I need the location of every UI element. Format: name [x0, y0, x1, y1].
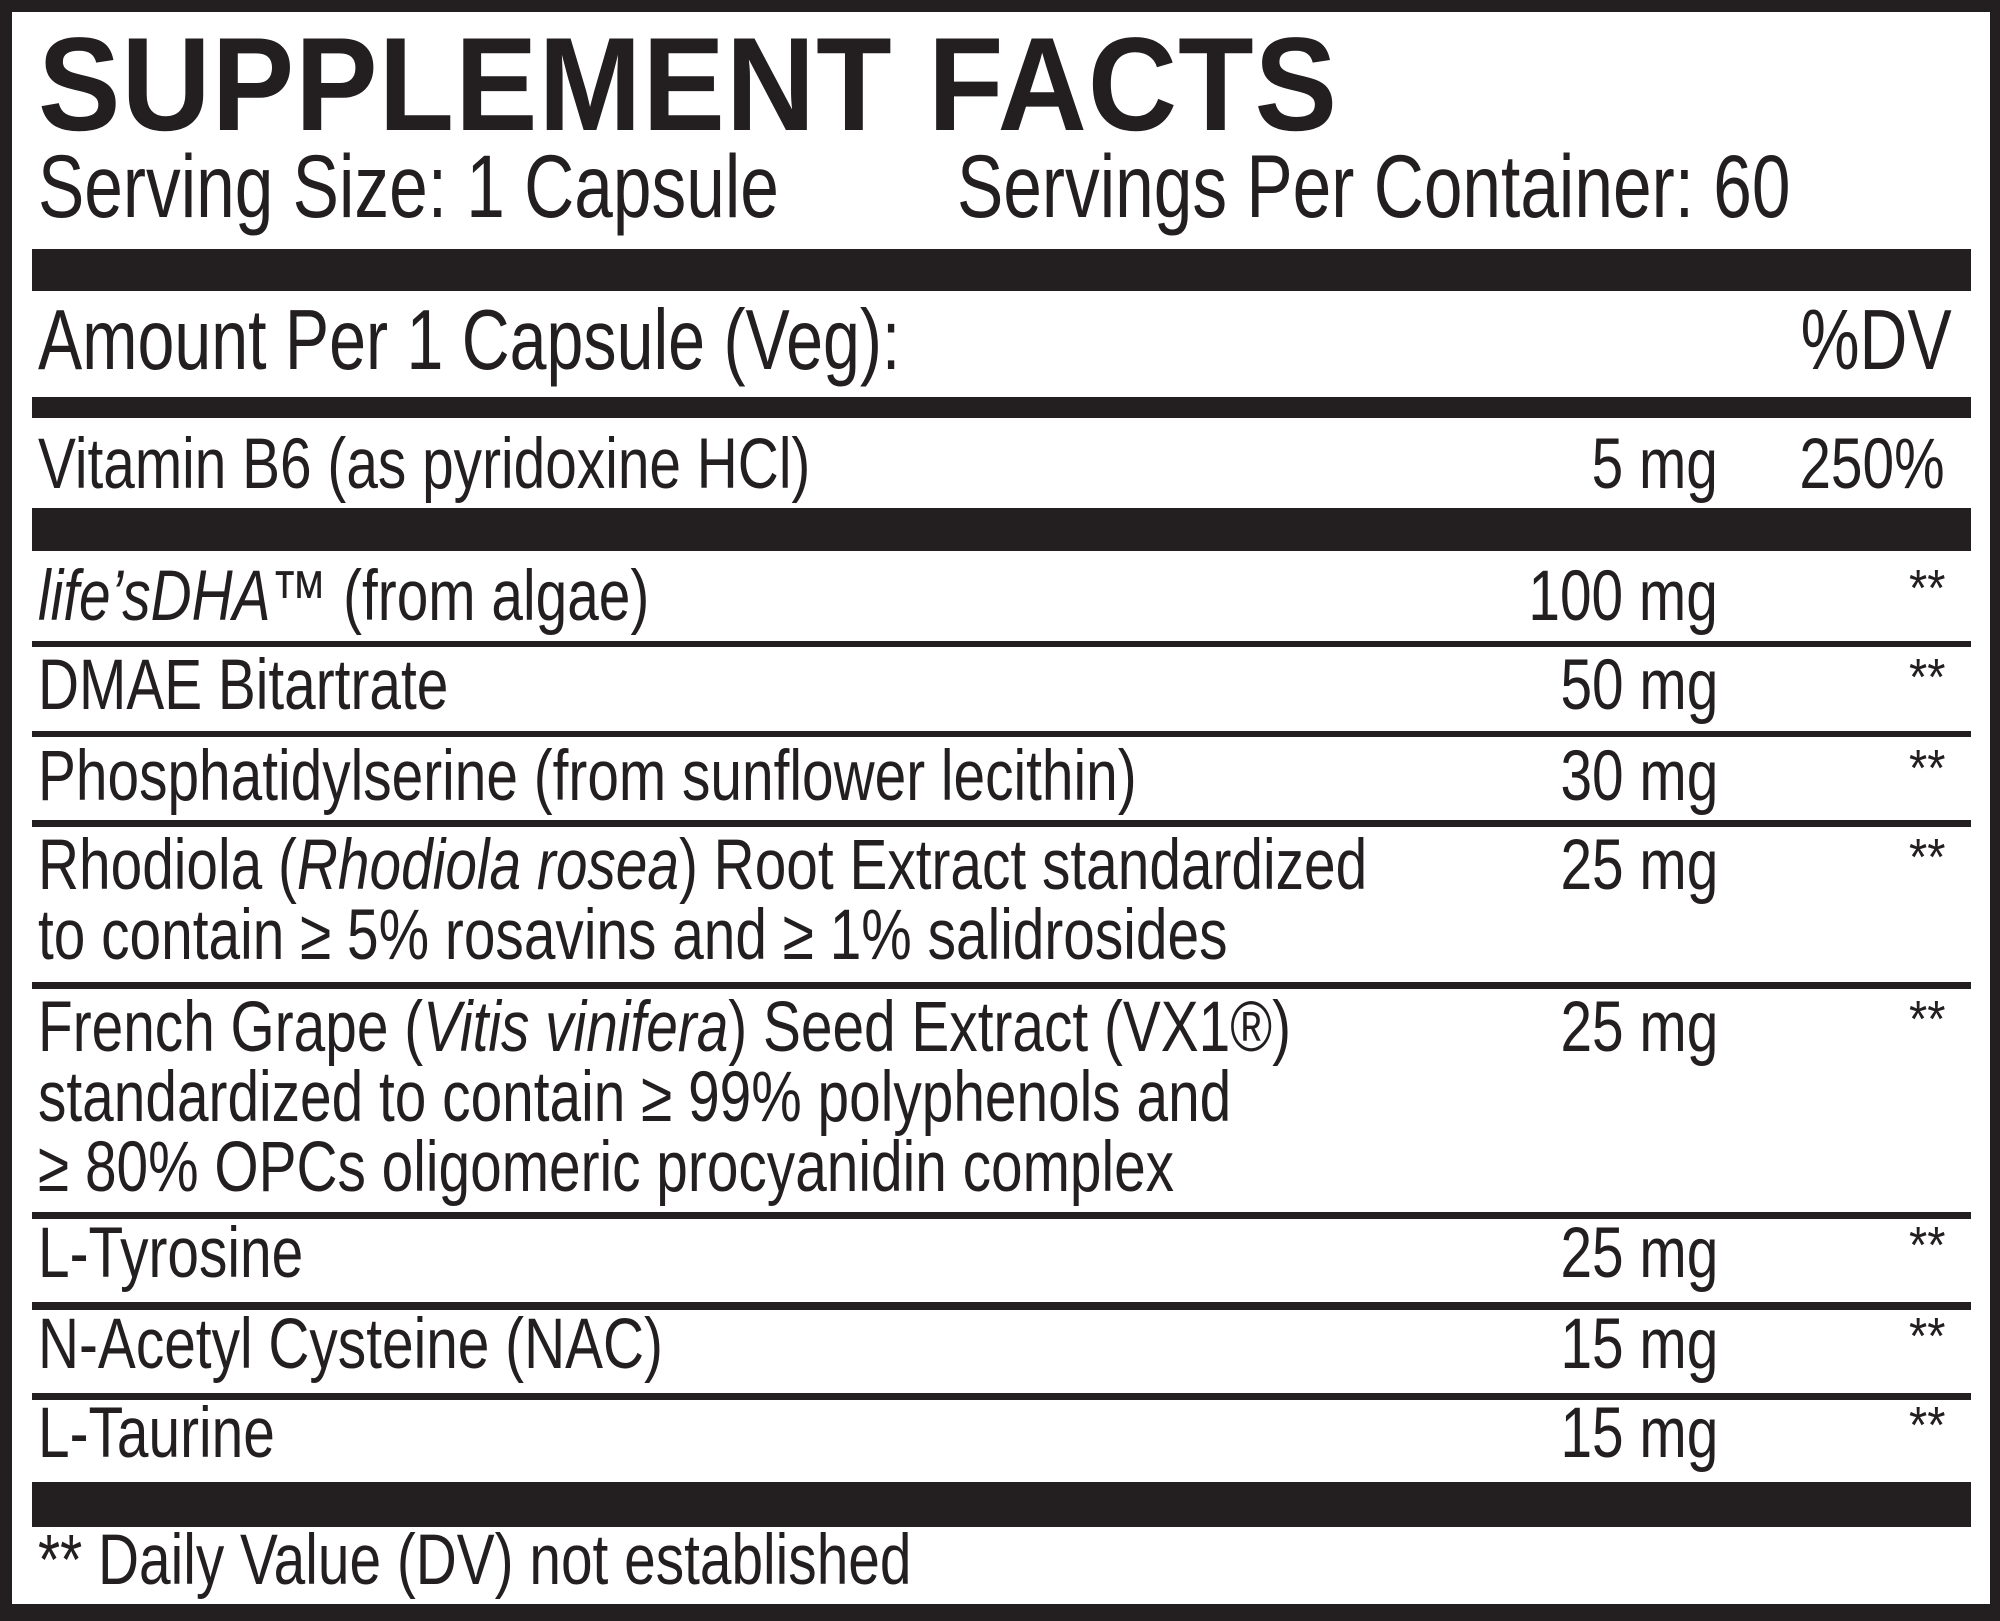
ingredient-name: to contain ≥ 5% rosavins and ≥ 1% salidr…: [38, 900, 1228, 971]
row-divider: [32, 982, 1971, 989]
ingredient-amount: 5 mg: [1591, 425, 1718, 504]
ingredient-name: standardized to contain ≥ 99% polyphenol…: [38, 1062, 1231, 1133]
dv-not-established-marker: **: [1908, 560, 1945, 618]
dv-not-established-marker: **: [1908, 1217, 1945, 1275]
footnote: ** Daily Value (DV) not established: [38, 1521, 912, 1600]
dv-header: %DV: [1800, 293, 1952, 388]
ingredient-amount: 25 mg: [1560, 826, 1718, 905]
ingredient-name-segment: French Grape (: [38, 988, 424, 1067]
ingredient-amount: 15 mg: [1560, 1394, 1718, 1473]
ingredient-name: DMAE Bitartrate: [38, 650, 448, 721]
medium-divider: [32, 397, 1971, 418]
ingredient-name-segment: (from algae): [327, 557, 650, 636]
ingredient-name: Phosphatidylserine (from sunflower lecit…: [38, 741, 1137, 812]
ingredient-name: Vitamin B6 (as pyridoxine HCl): [38, 429, 810, 500]
thick-divider: [32, 508, 1971, 551]
dv-not-established-marker: **: [1908, 740, 1945, 798]
ingredient-name-segment: Rhodiola (: [38, 826, 297, 905]
ingredient-name: French Grape (Vitis vinifera) Seed Extra…: [38, 992, 1291, 1063]
row-divider: [32, 1302, 1971, 1310]
amount-header: Amount Per 1 Capsule (Veg):: [38, 293, 901, 388]
ingredient-name-segment: L-Taurine: [38, 1394, 275, 1473]
servings-per-container: Servings Per Container: 60: [957, 136, 1791, 236]
ingredient-name: ≥ 80% OPCs oligomeric procyanidin comple…: [38, 1132, 1174, 1203]
ingredient-name-segment: ) Seed Extract (VX1®): [728, 988, 1291, 1067]
row-divider: [32, 1212, 1971, 1219]
ingredient-name: life’sDHA™ (from algae): [38, 561, 649, 632]
ingredient-name-segment: L-Tyrosine: [38, 1214, 304, 1293]
thick-divider: [32, 249, 1971, 291]
dv-not-established-marker: **: [1908, 649, 1945, 707]
ingredient-name-segment: DMAE Bitartrate: [38, 646, 449, 725]
ingredient-name-segment: ≥ 80% OPCs oligomeric procyanidin comple…: [38, 1128, 1175, 1207]
row-divider: [32, 641, 1971, 647]
ingredient-name-segment: ) Root Extract standardized: [678, 826, 1368, 905]
ingredient-name-segment: Rhodiola rosea: [296, 826, 679, 905]
ingredient-amount: 50 mg: [1560, 646, 1718, 725]
row-divider: [32, 820, 1971, 827]
ingredient-name-segment: to contain ≥ 5% rosavins and ≥ 1% salidr…: [38, 896, 1228, 975]
ingredient-amount: 25 mg: [1560, 1214, 1718, 1293]
ingredient-name-segment: Vitis vinifera: [423, 988, 729, 1067]
dv-not-established-marker: **: [1908, 829, 1945, 887]
ingredient-name: L-Taurine: [38, 1398, 275, 1469]
thick-divider: [32, 1482, 1971, 1527]
ingredient-name: N-Acetyl Cysteine (NAC): [38, 1309, 663, 1380]
dv-not-established-marker: **: [1908, 991, 1945, 1049]
ingredient-name-segment: standardized to contain ≥ 99% polyphenol…: [38, 1058, 1232, 1137]
ingredient-name-segment: Vitamin B6 (as pyridoxine HCl): [38, 425, 811, 504]
ingredient-amount: 100 mg: [1528, 557, 1718, 636]
label-title: SUPPLEMENT FACTS: [38, 11, 1338, 159]
ingredient-amount: 15 mg: [1560, 1305, 1718, 1384]
ingredient-amount: 25 mg: [1560, 988, 1718, 1067]
serving-size: Serving Size: 1 Capsule: [38, 136, 779, 236]
dv-not-established-marker: **: [1908, 1397, 1945, 1455]
row-divider: [32, 1393, 1971, 1400]
ingredient-name-segment: Phosphatidylserine (from sunflower lecit…: [38, 737, 1137, 816]
ingredient-name: L-Tyrosine: [38, 1218, 303, 1289]
ingredient-name-segment: N-Acetyl Cysteine (NAC): [38, 1305, 663, 1384]
ingredient-dv: 250%: [1799, 425, 1945, 504]
dv-not-established-marker: **: [1908, 1308, 1945, 1366]
ingredient-name-segment: life’sDHA™: [38, 557, 328, 636]
ingredient-name: Rhodiola (Rhodiola rosea) Root Extract s…: [38, 830, 1367, 901]
ingredient-amount: 30 mg: [1560, 737, 1718, 816]
row-divider: [32, 731, 1971, 737]
